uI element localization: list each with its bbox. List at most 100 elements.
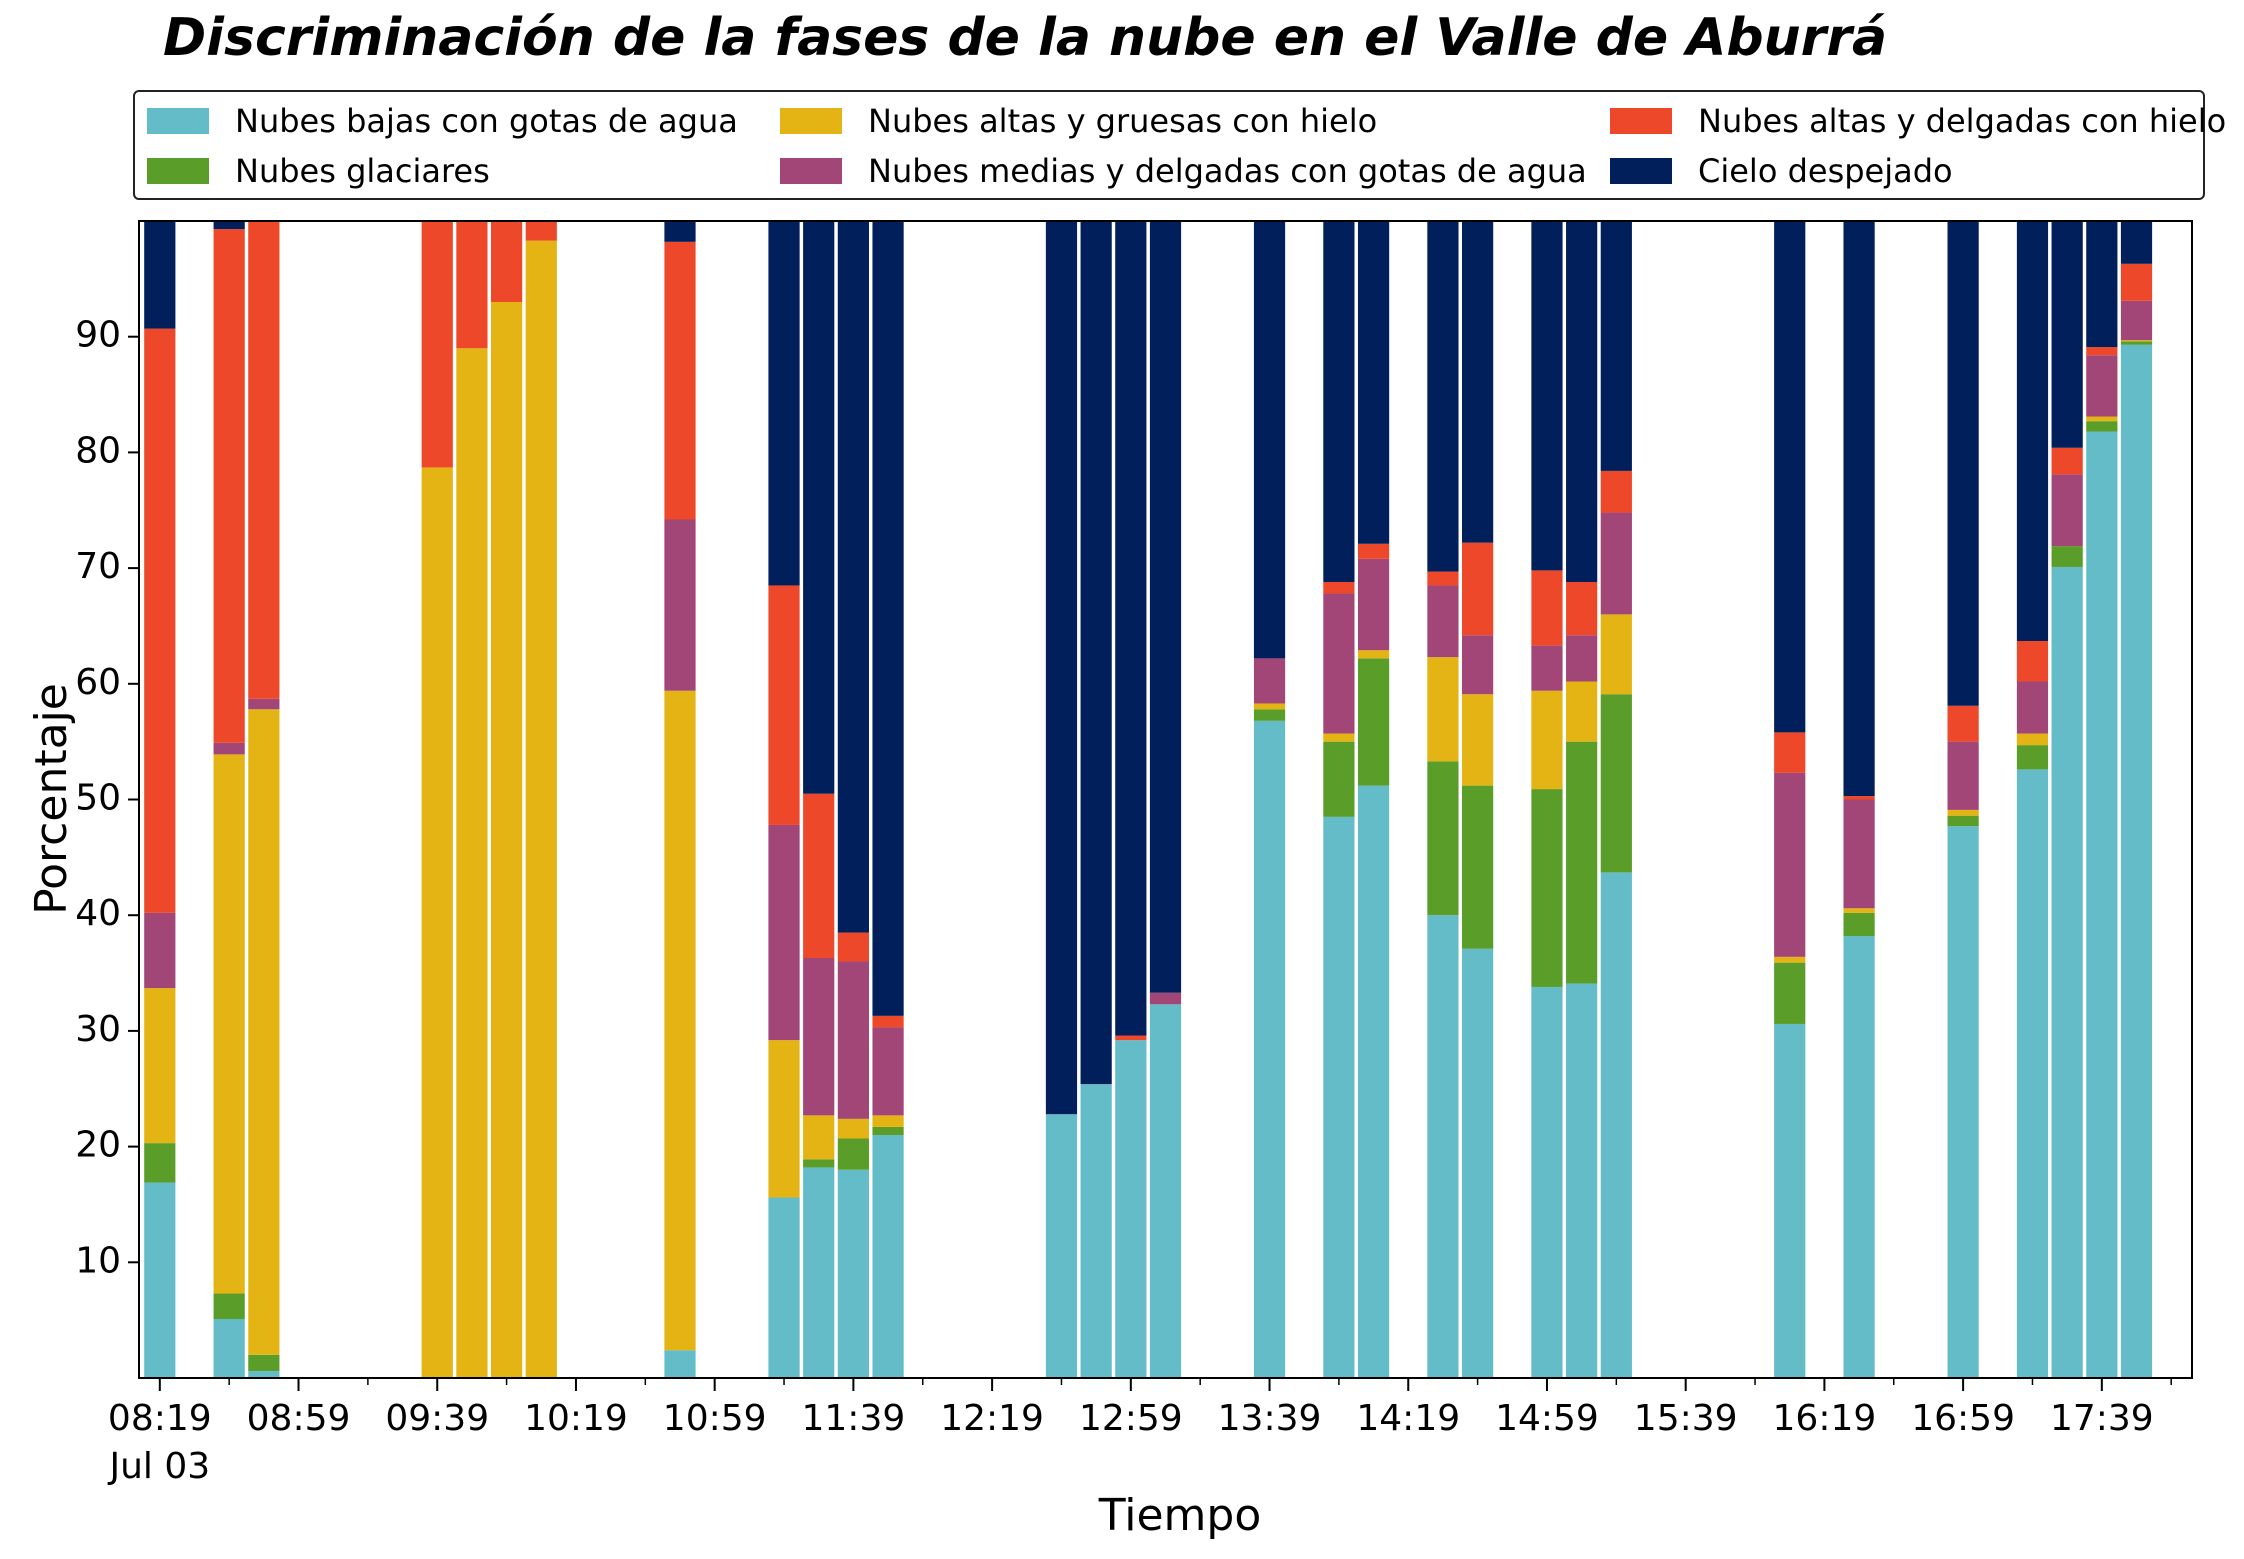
y-tick-label: 10 <box>75 1240 121 1281</box>
legend-item-clear-sky: Cielo despejado <box>1610 149 1953 193</box>
bar-segment <box>1357 558 1390 651</box>
bar-segment <box>1427 657 1459 762</box>
y-tick-label: 30 <box>75 1009 121 1050</box>
bar-segment <box>872 1135 904 1378</box>
bar-segment <box>1357 650 1390 659</box>
x-tick-date-label: Jul 03 <box>107 1446 210 1487</box>
x-tick-label: 17:39 <box>2050 1398 2154 1439</box>
bar-segment <box>2120 300 2153 341</box>
legend-swatch-high-thin-ice <box>1610 108 1672 134</box>
bar-segment <box>664 221 696 242</box>
bar-segment <box>2120 340 2153 342</box>
bar-segment <box>1566 221 1598 582</box>
bar-segment <box>872 1115 904 1127</box>
x-axis: 08:19 Jul 03 08:59 09:39 10:19 10:59 11:39 12:1… <box>107 1378 2172 1487</box>
bar-segment <box>1462 785 1494 949</box>
bar-segment <box>768 824 800 1041</box>
bar-segment <box>1427 571 1459 586</box>
bar-segment <box>768 1197 800 1378</box>
bar-segment <box>1462 948 1494 1378</box>
bar-segment <box>803 221 835 794</box>
bar-segment <box>1600 694 1632 873</box>
bar-segment <box>1600 221 1632 471</box>
bar-segment <box>1566 983 1598 1378</box>
bar-segment <box>213 1318 245 1378</box>
bar-segment <box>1531 570 1563 646</box>
bar-segment <box>1774 732 1806 773</box>
bar-segment <box>1357 221 1390 544</box>
bar-segment <box>456 221 488 349</box>
bar-segment <box>1843 936 1875 1378</box>
bar-segment <box>2016 769 2049 1378</box>
bar-segment <box>1253 221 1286 659</box>
bar-segment <box>1427 221 1459 572</box>
bar-segment <box>837 1138 869 1170</box>
bar-segment <box>1600 614 1632 695</box>
bar-segment <box>1843 221 1875 797</box>
bar-segment <box>1531 986 1563 1378</box>
bar-segment <box>664 241 696 520</box>
bar-segment <box>1600 872 1632 1378</box>
bar-segment <box>421 221 453 468</box>
bar-segment <box>1947 741 1979 810</box>
legend-label-mid-thin-water: Nubes medias y delgadas con gotas de agu… <box>868 152 1587 190</box>
bars-group <box>144 221 2153 1378</box>
bar-segment <box>213 221 245 230</box>
bar-segment <box>768 1040 800 1198</box>
bar-segment <box>1600 512 1632 615</box>
bar-segment <box>1531 690 1563 790</box>
bar-segment <box>213 1293 245 1319</box>
bar-segment <box>144 328 176 913</box>
bar-segment <box>1774 1023 1806 1378</box>
x-tick-label: 12:59 <box>1079 1398 1183 1439</box>
bar-segment <box>1774 772 1806 957</box>
bar-segment <box>1357 785 1390 1378</box>
bar-segment <box>1843 912 1875 937</box>
legend-swatch-mid-thin-water <box>780 158 842 184</box>
bar-segment <box>1115 221 1147 1036</box>
x-tick-label: 12:19 <box>940 1398 1044 1439</box>
bar-segment <box>803 1159 835 1168</box>
bar-segment <box>2016 221 2049 641</box>
bar-segment <box>490 301 523 1378</box>
legend-item-high-thin-ice: Nubes altas y delgadas con hielo <box>1610 99 2226 143</box>
y-tick-label: 80 <box>75 430 121 471</box>
bar-segment <box>837 1118 869 1139</box>
bar-segment <box>2120 341 2153 345</box>
legend-label-glacial: Nubes glaciares <box>235 152 490 190</box>
x-tick-label: 09:39 <box>385 1398 489 1439</box>
bar-segment <box>248 221 280 699</box>
bar-segment <box>525 240 557 1378</box>
bar-segment <box>1531 645 1563 691</box>
y-axis: 10 20 30 40 50 60 70 80 90 <box>75 315 139 1281</box>
bar-segment <box>2016 640 2049 682</box>
x-tick-label: 10:59 <box>663 1398 767 1439</box>
bar-segment <box>2086 355 2118 417</box>
bar-segment <box>837 932 869 962</box>
legend-swatch-clear-sky <box>1610 158 1672 184</box>
bar-segment <box>803 958 835 1116</box>
bar-segment <box>1531 789 1563 987</box>
y-tick-label: 90 <box>75 315 121 356</box>
bar-segment <box>2051 221 2083 448</box>
bar-segment <box>1323 816 1355 1378</box>
bar-segment <box>837 961 869 1119</box>
bar-segment <box>803 1115 835 1160</box>
bar-segment <box>1462 542 1494 636</box>
bar-segment <box>2086 347 2118 356</box>
bar-segment <box>1427 585 1459 658</box>
chart-title: Discriminación de la fases de la nube en… <box>163 8 1888 68</box>
legend-label-clear-sky: Cielo despejado <box>1698 152 1953 190</box>
bar-segment <box>664 1350 696 1378</box>
x-tick-label: 10:19 <box>524 1398 628 1439</box>
bar-segment <box>1566 741 1598 984</box>
bar-segment <box>1149 221 1182 993</box>
legend: Nubes bajas con gotas de agua Nubes glac… <box>133 90 2226 200</box>
x-tick-label: 14:59 <box>1495 1398 1599 1439</box>
bar-segment <box>456 348 488 1378</box>
legend-swatch-glacial <box>147 158 209 184</box>
bar-segment <box>1323 221 1355 582</box>
bar-segment <box>1323 741 1355 817</box>
legend-label-high-thick-ice: Nubes altas y gruesas con hielo <box>868 102 1378 140</box>
bar-segment <box>2051 546 2083 567</box>
